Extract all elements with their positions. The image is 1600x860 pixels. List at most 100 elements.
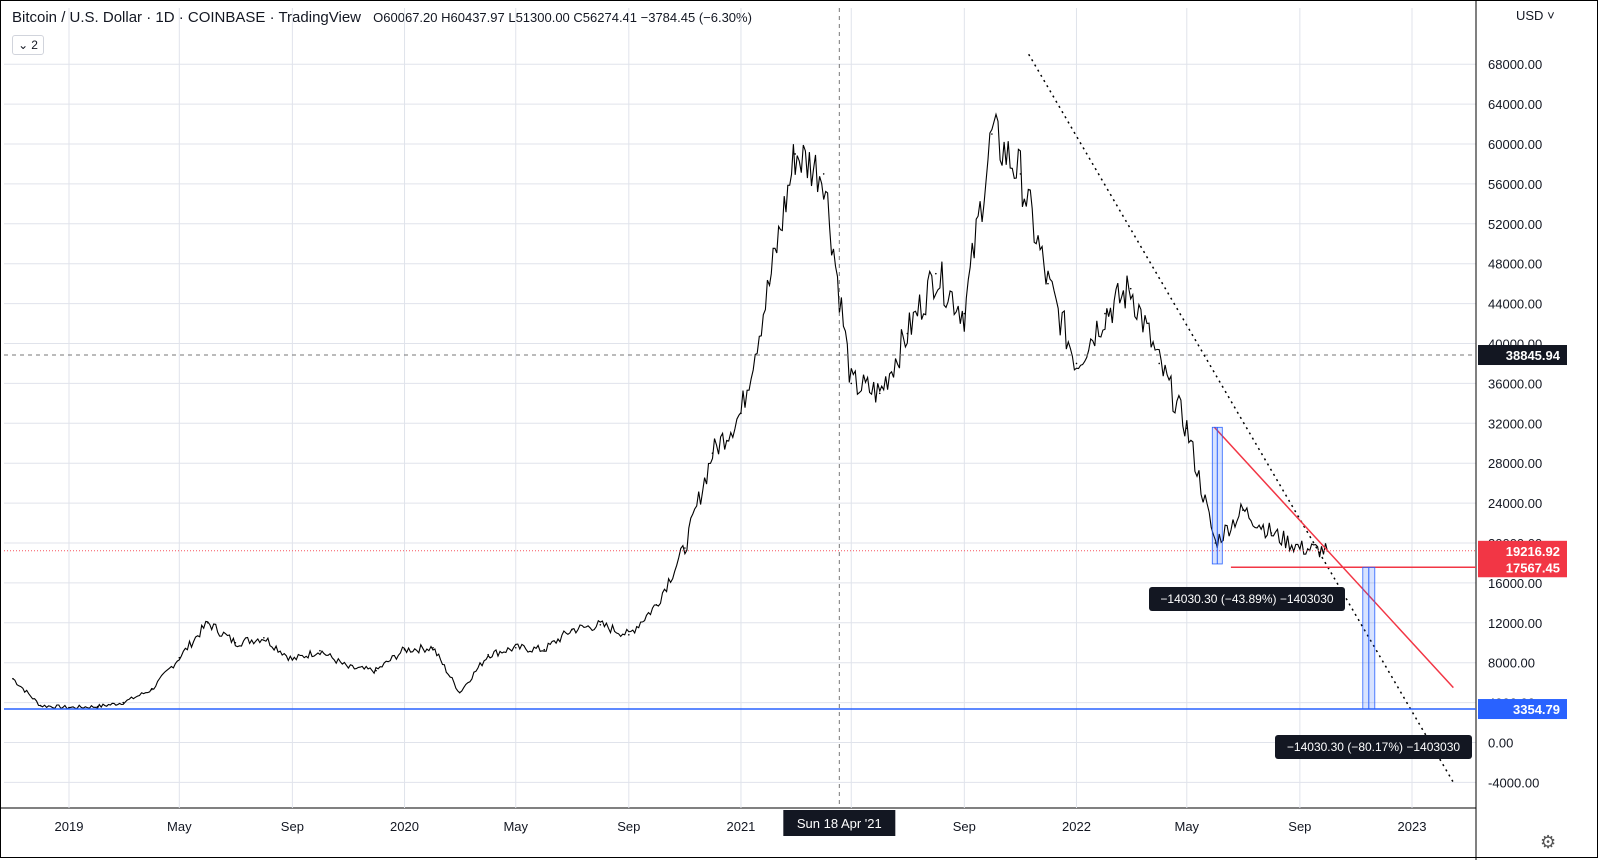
currency-selector[interactable]: USD ˅ [1516, 8, 1555, 23]
price-point [740, 412, 742, 415]
y-tick-label: 64000.00 [1488, 97, 1542, 112]
price-point [1185, 427, 1188, 430]
level2-price-badge: 3354.79 [1513, 702, 1560, 717]
chevron-down-icon: ⌄ [18, 38, 29, 52]
price-point [514, 646, 517, 649]
price-point [655, 604, 658, 606]
price-point [1214, 542, 1217, 544]
crosshair-price-badge-bg [1478, 345, 1567, 366]
price-point [263, 636, 265, 639]
crosshair-date-badge: Sun 18 Apr '21 [797, 816, 882, 831]
y-tick-label: 60000.00 [1488, 137, 1542, 152]
y-tick-label: 68000.00 [1488, 57, 1542, 72]
currency-label: USD [1516, 8, 1544, 23]
price-point [1104, 312, 1106, 315]
price-point [794, 153, 796, 155]
last-price-badge-bg [1478, 540, 1567, 561]
crosshair-price-badge: 38845.94 [1506, 348, 1561, 363]
price-point [150, 688, 153, 691]
price-point [1242, 509, 1244, 511]
x-tick-label: 2023 [1398, 819, 1427, 834]
price-point [291, 658, 294, 661]
price-point [935, 272, 937, 275]
level1-price-badge-bg [1478, 557, 1567, 578]
price-point [234, 641, 237, 644]
price-point [347, 666, 350, 669]
x-tick-label: 2022 [1062, 819, 1091, 834]
y-tick-label: 12000.00 [1488, 616, 1542, 631]
indicator-toggle-button[interactable]: ⌄ 2 [12, 35, 44, 55]
price-point [68, 706, 70, 709]
x-tick-label: Sep [617, 819, 640, 834]
level1-price-badge: 17567.45 [1506, 560, 1560, 575]
x-tick-label: May [503, 819, 528, 834]
symbol-title[interactable]: Bitcoin / U.S. Dollar · 1D · COINBASE · … [12, 9, 361, 26]
price-point [628, 633, 630, 636]
x-tick-label: Sep [953, 819, 976, 834]
price-series-line [12, 112, 1328, 710]
y-tick-label: 24000.00 [1488, 496, 1542, 511]
price-point [1299, 547, 1301, 549]
price-point [319, 649, 321, 652]
x-tick-label: May [1175, 819, 1200, 834]
price-point [571, 628, 573, 631]
measure-label-2-bg [1275, 735, 1472, 759]
price-point [878, 392, 881, 395]
price-point [543, 648, 546, 651]
measure-label-2: −14030.30 (−80.17%) −1403030 [1287, 740, 1460, 754]
last-price-badge: 19216.92 [1506, 544, 1560, 559]
y-tick-label: 16000.00 [1488, 576, 1542, 591]
x-tick-label: 2021 [726, 819, 755, 834]
price-point [599, 623, 602, 626]
price-point [991, 133, 993, 135]
price-point [39, 704, 42, 707]
price-point [963, 312, 966, 315]
chevron-down-icon: ˅ [1543, 8, 1555, 23]
y-tick-label: 36000.00 [1488, 376, 1542, 391]
price-point [1047, 282, 1049, 285]
y-tick-label: 44000.00 [1488, 297, 1542, 312]
price-point [1075, 362, 1078, 365]
price-point [684, 547, 686, 549]
y-tick-label: 32000.00 [1488, 416, 1542, 431]
price-point [432, 646, 434, 649]
dotted-trendline [1028, 53, 1455, 783]
price-point [458, 691, 461, 694]
price-point [906, 332, 909, 335]
measure-label-1: −14030.30 (−43.89%) −1403030 [1160, 592, 1333, 606]
price-point [178, 656, 181, 659]
price-point [822, 173, 825, 175]
y-tick-label: 52000.00 [1488, 217, 1542, 232]
y-tick-label: 8000.00 [1488, 656, 1535, 671]
x-tick-label: 2019 [55, 819, 84, 834]
y-tick-label: 48000.00 [1488, 257, 1542, 272]
chart-header: Bitcoin / U.S. Dollar · 1D · COINBASE · … [12, 9, 752, 26]
measure-label-1-bg [1149, 587, 1345, 611]
x-tick-label: May [167, 819, 192, 834]
price-point [850, 382, 853, 385]
price-point [1270, 532, 1273, 534]
price-point [768, 282, 771, 285]
price-point [1158, 362, 1161, 365]
price-point [403, 648, 406, 651]
price-point [12, 677, 14, 680]
price-point [122, 701, 125, 704]
crosshair-date-badge-bg [783, 810, 896, 836]
x-tick-label: Sep [1288, 819, 1311, 834]
price-point [96, 705, 99, 708]
x-tick-label: 2020 [390, 819, 419, 834]
price-point [487, 653, 489, 656]
gear-icon[interactable]: ⚙ [1540, 832, 1557, 852]
price-point [1129, 287, 1132, 290]
red-trendline [1213, 426, 1454, 689]
level2-price-badge-bg [1478, 699, 1567, 720]
price-point [1019, 173, 1022, 175]
price-point [207, 622, 209, 624]
y-tick-label: 0.00 [1488, 736, 1513, 751]
ohlc-readout: O60067.20 H60437.97 L51300.00 C56274.41 … [373, 10, 752, 25]
x-tick-label: Sep [281, 819, 304, 834]
y-tick-label: 28000.00 [1488, 456, 1542, 471]
indicator-count: 2 [31, 38, 38, 52]
